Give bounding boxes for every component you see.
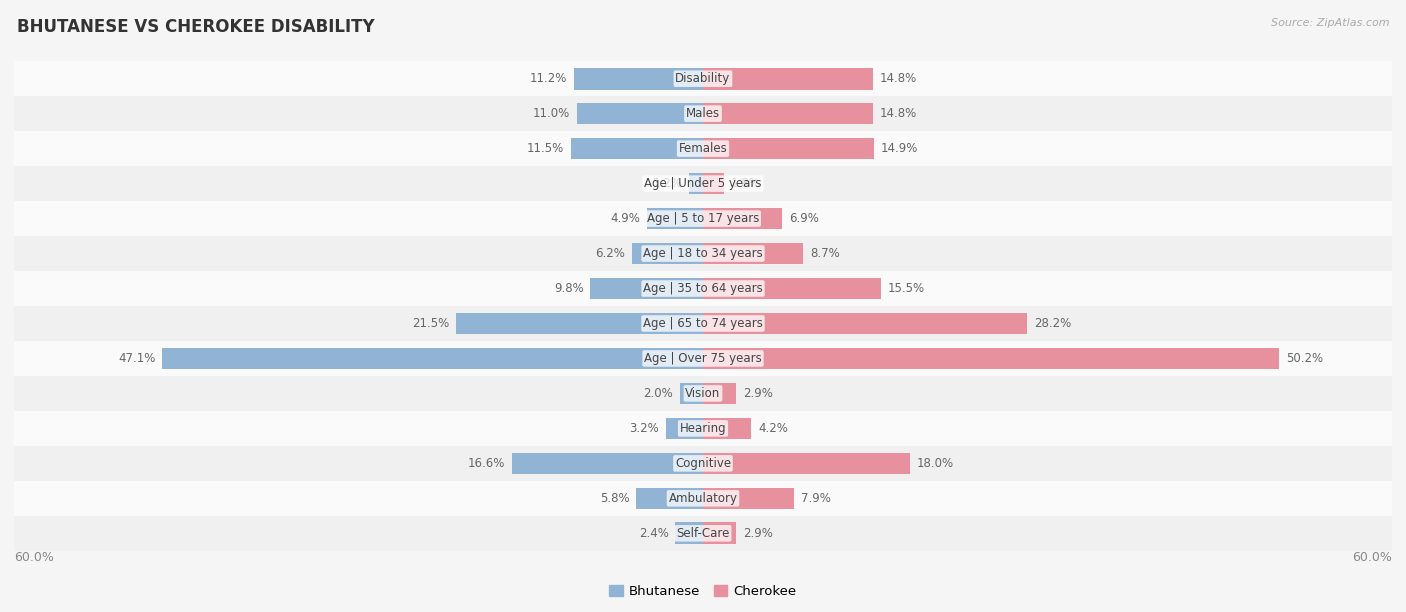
Text: 2.9%: 2.9%: [744, 387, 773, 400]
Bar: [703, 382, 737, 405]
Text: 16.6%: 16.6%: [468, 457, 506, 470]
Bar: [703, 207, 782, 230]
Bar: [14, 481, 1392, 516]
Text: 60.0%: 60.0%: [14, 551, 53, 564]
Text: Age | 35 to 64 years: Age | 35 to 64 years: [643, 282, 763, 295]
Text: 1.2%: 1.2%: [652, 177, 682, 190]
Text: Hearing: Hearing: [679, 422, 727, 435]
Legend: Bhutanese, Cherokee: Bhutanese, Cherokee: [609, 585, 797, 598]
Text: 14.9%: 14.9%: [882, 142, 918, 155]
Bar: [14, 131, 1392, 166]
Text: 8.7%: 8.7%: [810, 247, 839, 260]
Bar: [512, 452, 703, 474]
Text: 2.4%: 2.4%: [638, 527, 669, 540]
Bar: [576, 103, 703, 124]
Text: 60.0%: 60.0%: [1353, 551, 1392, 564]
Text: Age | 18 to 34 years: Age | 18 to 34 years: [643, 247, 763, 260]
Bar: [14, 96, 1392, 131]
Text: Females: Females: [679, 142, 727, 155]
Text: 21.5%: 21.5%: [412, 317, 450, 330]
Bar: [703, 138, 875, 160]
Text: 6.9%: 6.9%: [789, 212, 818, 225]
Text: BHUTANESE VS CHEROKEE DISABILITY: BHUTANESE VS CHEROKEE DISABILITY: [17, 18, 374, 36]
Bar: [703, 488, 794, 509]
Text: Vision: Vision: [685, 387, 721, 400]
Bar: [703, 243, 803, 264]
Text: 9.8%: 9.8%: [554, 282, 583, 295]
Text: Source: ZipAtlas.com: Source: ZipAtlas.com: [1271, 18, 1389, 28]
Text: 5.8%: 5.8%: [600, 492, 630, 505]
Bar: [703, 313, 1026, 334]
Text: 2.0%: 2.0%: [644, 387, 673, 400]
Bar: [703, 348, 1279, 369]
Bar: [14, 61, 1392, 96]
Bar: [14, 236, 1392, 271]
Text: 4.2%: 4.2%: [758, 422, 787, 435]
Text: Ambulatory: Ambulatory: [668, 492, 738, 505]
Bar: [647, 207, 703, 230]
Text: 11.5%: 11.5%: [527, 142, 564, 155]
Bar: [14, 516, 1392, 551]
Bar: [681, 382, 703, 405]
Bar: [703, 68, 873, 89]
Bar: [703, 452, 910, 474]
Bar: [703, 278, 882, 299]
Text: 14.8%: 14.8%: [880, 107, 917, 120]
Text: 18.0%: 18.0%: [917, 457, 953, 470]
Text: 2.9%: 2.9%: [744, 527, 773, 540]
Bar: [14, 306, 1392, 341]
Bar: [666, 417, 703, 439]
Bar: [14, 376, 1392, 411]
Text: 11.0%: 11.0%: [533, 107, 569, 120]
Bar: [14, 201, 1392, 236]
Text: 7.9%: 7.9%: [800, 492, 831, 505]
Text: 1.8%: 1.8%: [731, 177, 761, 190]
Text: Cognitive: Cognitive: [675, 457, 731, 470]
Bar: [675, 523, 703, 544]
Text: Disability: Disability: [675, 72, 731, 85]
Text: 14.8%: 14.8%: [880, 72, 917, 85]
Bar: [591, 278, 703, 299]
Text: Age | 65 to 74 years: Age | 65 to 74 years: [643, 317, 763, 330]
Text: Males: Males: [686, 107, 720, 120]
Bar: [456, 313, 703, 334]
Text: 3.2%: 3.2%: [630, 422, 659, 435]
Bar: [14, 341, 1392, 376]
Bar: [14, 411, 1392, 446]
Bar: [14, 271, 1392, 306]
Bar: [571, 138, 703, 160]
Text: 4.9%: 4.9%: [610, 212, 640, 225]
Bar: [14, 446, 1392, 481]
Text: 28.2%: 28.2%: [1033, 317, 1071, 330]
Bar: [703, 103, 873, 124]
Bar: [703, 523, 737, 544]
Text: Age | Under 5 years: Age | Under 5 years: [644, 177, 762, 190]
Text: 50.2%: 50.2%: [1286, 352, 1323, 365]
Bar: [575, 68, 703, 89]
Bar: [689, 173, 703, 195]
Text: Age | Over 75 years: Age | Over 75 years: [644, 352, 762, 365]
Text: 6.2%: 6.2%: [595, 247, 624, 260]
Bar: [162, 348, 703, 369]
Bar: [631, 243, 703, 264]
Bar: [14, 166, 1392, 201]
Text: 11.2%: 11.2%: [530, 72, 568, 85]
Text: Self-Care: Self-Care: [676, 527, 730, 540]
Bar: [637, 488, 703, 509]
Bar: [703, 173, 724, 195]
Bar: [703, 417, 751, 439]
Text: 15.5%: 15.5%: [887, 282, 925, 295]
Text: Age | 5 to 17 years: Age | 5 to 17 years: [647, 212, 759, 225]
Text: 47.1%: 47.1%: [118, 352, 155, 365]
